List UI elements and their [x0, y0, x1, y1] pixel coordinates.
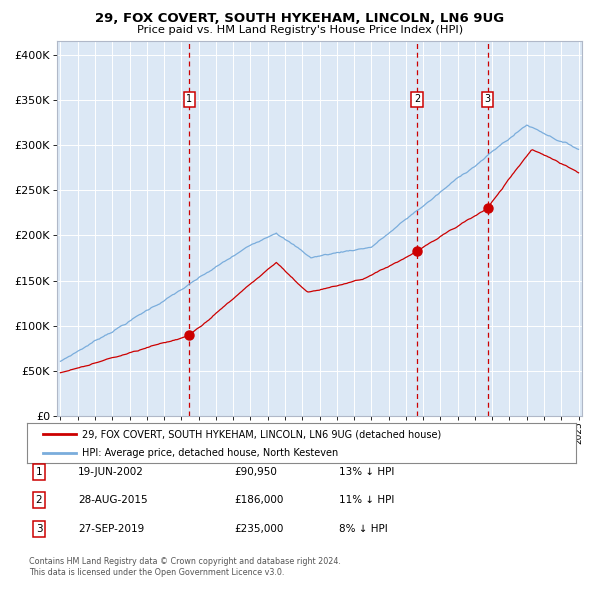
Text: 13% ↓ HPI: 13% ↓ HPI: [339, 467, 394, 477]
Text: 19-JUN-2002: 19-JUN-2002: [78, 467, 144, 477]
Text: HPI: Average price, detached house, North Kesteven: HPI: Average price, detached house, Nort…: [82, 448, 338, 458]
Text: 2: 2: [35, 496, 43, 505]
Text: 8% ↓ HPI: 8% ↓ HPI: [339, 524, 388, 533]
Text: 1: 1: [35, 467, 43, 477]
Text: This data is licensed under the Open Government Licence v3.0.: This data is licensed under the Open Gov…: [29, 568, 284, 577]
Text: 11% ↓ HPI: 11% ↓ HPI: [339, 496, 394, 505]
Text: £186,000: £186,000: [234, 496, 283, 505]
Text: £235,000: £235,000: [234, 524, 283, 533]
Text: £90,950: £90,950: [234, 467, 277, 477]
Text: Contains HM Land Registry data © Crown copyright and database right 2024.: Contains HM Land Registry data © Crown c…: [29, 558, 341, 566]
Text: 27-SEP-2019: 27-SEP-2019: [78, 524, 144, 533]
Text: Price paid vs. HM Land Registry's House Price Index (HPI): Price paid vs. HM Land Registry's House …: [137, 25, 463, 35]
Text: 28-AUG-2015: 28-AUG-2015: [78, 496, 148, 505]
Text: 29, FOX COVERT, SOUTH HYKEHAM, LINCOLN, LN6 9UG (detached house): 29, FOX COVERT, SOUTH HYKEHAM, LINCOLN, …: [82, 430, 441, 440]
Text: 1: 1: [186, 94, 193, 104]
Text: 2: 2: [414, 94, 420, 104]
Text: 3: 3: [485, 94, 491, 104]
Text: 29, FOX COVERT, SOUTH HYKEHAM, LINCOLN, LN6 9UG: 29, FOX COVERT, SOUTH HYKEHAM, LINCOLN, …: [95, 12, 505, 25]
Text: 3: 3: [35, 524, 43, 533]
